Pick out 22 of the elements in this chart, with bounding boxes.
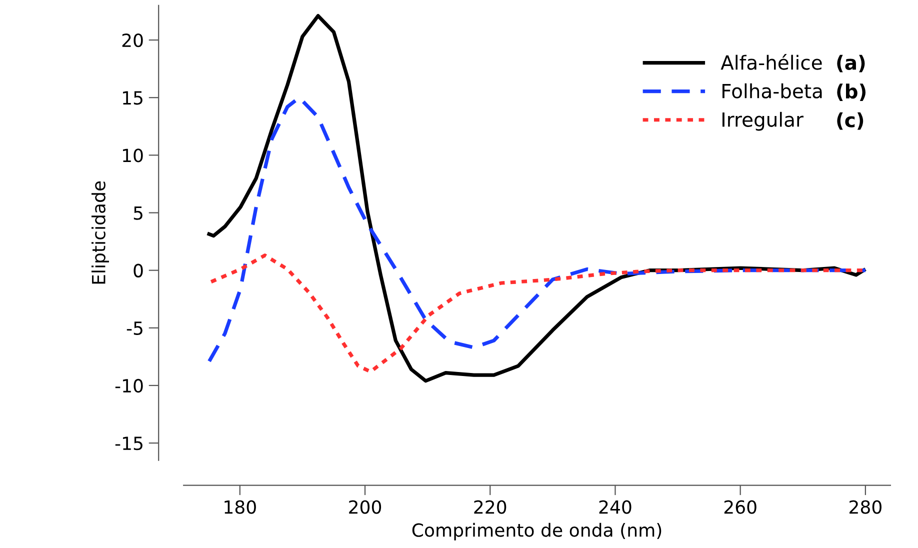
x-axis-title: Comprimento de onda (nm) <box>412 522 662 540</box>
x-tick-label: 260 <box>724 500 756 514</box>
legend-label: Alfa-hélice <box>720 54 822 70</box>
y-tick-label: 0 <box>134 264 143 278</box>
x-tick-label: 220 <box>474 500 506 514</box>
y-tick-label: -10 <box>115 378 143 393</box>
legend-label: Irregular <box>722 112 804 131</box>
y-tick-label: 15 <box>123 91 142 105</box>
x-tick-label: 180 <box>224 500 256 514</box>
annotation: (c) <box>837 112 864 130</box>
x-tick-label: 280 <box>850 500 882 514</box>
annotation: (a) <box>837 54 865 72</box>
annotation: (b) <box>837 84 866 101</box>
x-tick-label: 200 <box>349 500 382 514</box>
x-tick-label: 240 <box>599 500 632 514</box>
y-axis-title: Elipticidade <box>91 181 109 284</box>
y-tick-label: 10 <box>123 148 143 162</box>
y-tick-label: -5 <box>126 322 142 336</box>
y-tick-label: 5 <box>134 206 142 220</box>
legend-label: Folha-beta <box>722 83 822 98</box>
y-tick-label: -15 <box>115 436 142 450</box>
y-tick-label: 20 <box>122 33 143 48</box>
